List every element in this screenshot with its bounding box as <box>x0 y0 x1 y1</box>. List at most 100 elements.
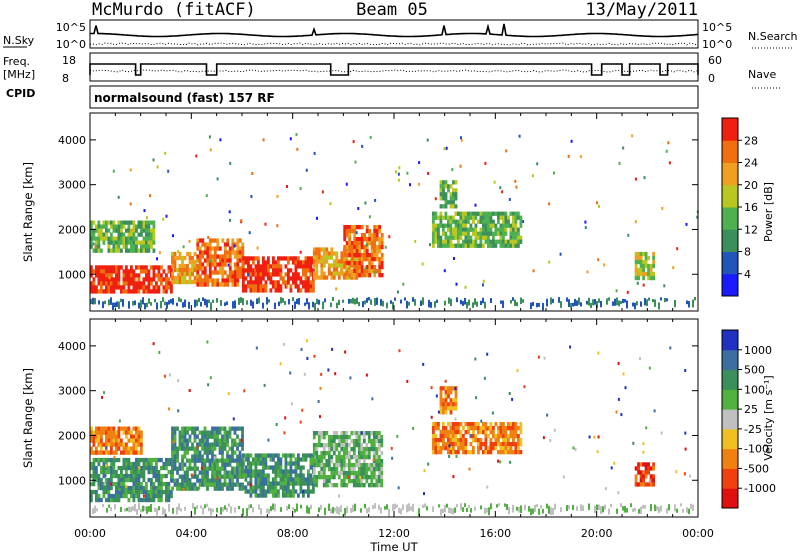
echo-cell <box>459 243 463 248</box>
echo-cell <box>120 232 123 237</box>
echo-cell <box>494 422 498 427</box>
echo-cell <box>322 451 326 456</box>
echo-cell <box>211 430 214 435</box>
echo-cell <box>467 219 470 224</box>
echo-cell <box>132 434 136 439</box>
echo-cell <box>178 482 182 487</box>
echo-cell <box>457 442 460 447</box>
echo-cell <box>325 475 329 480</box>
ground-scatter-cell <box>176 302 178 307</box>
echo-cell <box>157 265 161 270</box>
echo-cell <box>147 469 151 475</box>
echo-point <box>149 194 151 198</box>
echo-cell <box>137 240 141 245</box>
colorbar-swatch <box>722 118 738 141</box>
echo-cell <box>145 461 148 467</box>
echo-cell <box>213 478 217 483</box>
echo-cell <box>368 229 372 234</box>
echo-cell <box>203 242 207 247</box>
echo-cell <box>188 482 192 487</box>
echo-cell <box>206 478 209 483</box>
echo-cell <box>135 461 138 467</box>
echo-cell <box>507 434 510 439</box>
echo-cell <box>218 254 222 259</box>
echo-point <box>398 349 401 353</box>
echo-cell <box>439 188 443 193</box>
echo-point <box>642 442 645 446</box>
echo-cell <box>120 450 123 455</box>
echo-cell <box>196 246 200 251</box>
echo-cell <box>479 430 483 435</box>
echo-point <box>188 239 191 243</box>
echo-point <box>402 282 405 286</box>
echo-cell <box>519 219 523 224</box>
echo-cell <box>452 438 455 443</box>
echo-cell <box>132 236 136 241</box>
echo-point <box>443 147 446 151</box>
echo-cell <box>502 219 505 224</box>
echo-cell <box>335 255 339 260</box>
echo-cell <box>135 289 138 294</box>
echo-cell <box>242 473 245 478</box>
echo-cell <box>150 240 153 245</box>
ground-scatter-cell <box>626 508 628 513</box>
echo-cell <box>337 459 341 464</box>
echo-cell <box>315 247 319 252</box>
cpid-label: CPID <box>6 87 35 100</box>
echo-cell <box>171 466 174 471</box>
echo-cell <box>479 215 483 220</box>
echo-cell <box>649 275 653 281</box>
echo-cell <box>442 223 445 228</box>
echo-cell <box>507 450 510 455</box>
echo-cell <box>282 469 285 474</box>
echo-cell <box>115 244 118 249</box>
echo-cell <box>348 245 352 250</box>
echo-cell <box>477 438 480 443</box>
echo-cell <box>297 284 300 289</box>
echo-cell <box>193 259 197 265</box>
echo-cell <box>130 220 133 225</box>
echo-point <box>474 203 477 207</box>
echo-cell <box>231 474 234 479</box>
echo-cell <box>512 422 515 427</box>
echo-cell <box>489 239 493 244</box>
echo-cell <box>372 447 376 452</box>
echo-cell <box>272 453 275 458</box>
echo-cell <box>228 266 232 271</box>
echo-cell <box>352 467 356 472</box>
ground-scatter-cell <box>482 297 484 304</box>
echo-cell <box>267 272 270 277</box>
echo-cell <box>502 235 505 240</box>
echo-cell <box>137 220 141 225</box>
echo-cell <box>150 481 153 487</box>
echo-cell <box>367 483 371 488</box>
echo-cell <box>504 446 508 451</box>
echo-cell <box>196 274 200 279</box>
echo-cell <box>155 469 158 475</box>
echo-cell <box>145 236 148 241</box>
echo-cell <box>95 477 98 483</box>
echo-cell <box>519 235 523 240</box>
echo-cell <box>186 470 189 475</box>
echo-cell <box>241 242 245 247</box>
echo-cell <box>342 455 346 460</box>
echo-cell <box>183 271 187 277</box>
echo-cell <box>221 434 224 439</box>
echo-cell <box>100 281 103 286</box>
echo-point <box>321 190 324 194</box>
ground-scatter-cell <box>252 507 254 513</box>
echo-cell <box>360 253 364 258</box>
echo-point <box>257 488 260 492</box>
echo-cell <box>348 253 352 258</box>
echo-cell <box>97 497 101 503</box>
echo-point <box>165 214 168 218</box>
echo-cell <box>211 442 214 447</box>
echo-cell <box>340 259 344 264</box>
echo-cell <box>117 240 121 245</box>
colorbar-tick-label: 4 <box>744 268 751 281</box>
ground-scatter-cell <box>94 297 96 305</box>
echo-cell <box>216 254 220 259</box>
echo-cell <box>277 453 280 458</box>
echo-cell <box>132 285 136 290</box>
echo-cell <box>315 459 319 464</box>
